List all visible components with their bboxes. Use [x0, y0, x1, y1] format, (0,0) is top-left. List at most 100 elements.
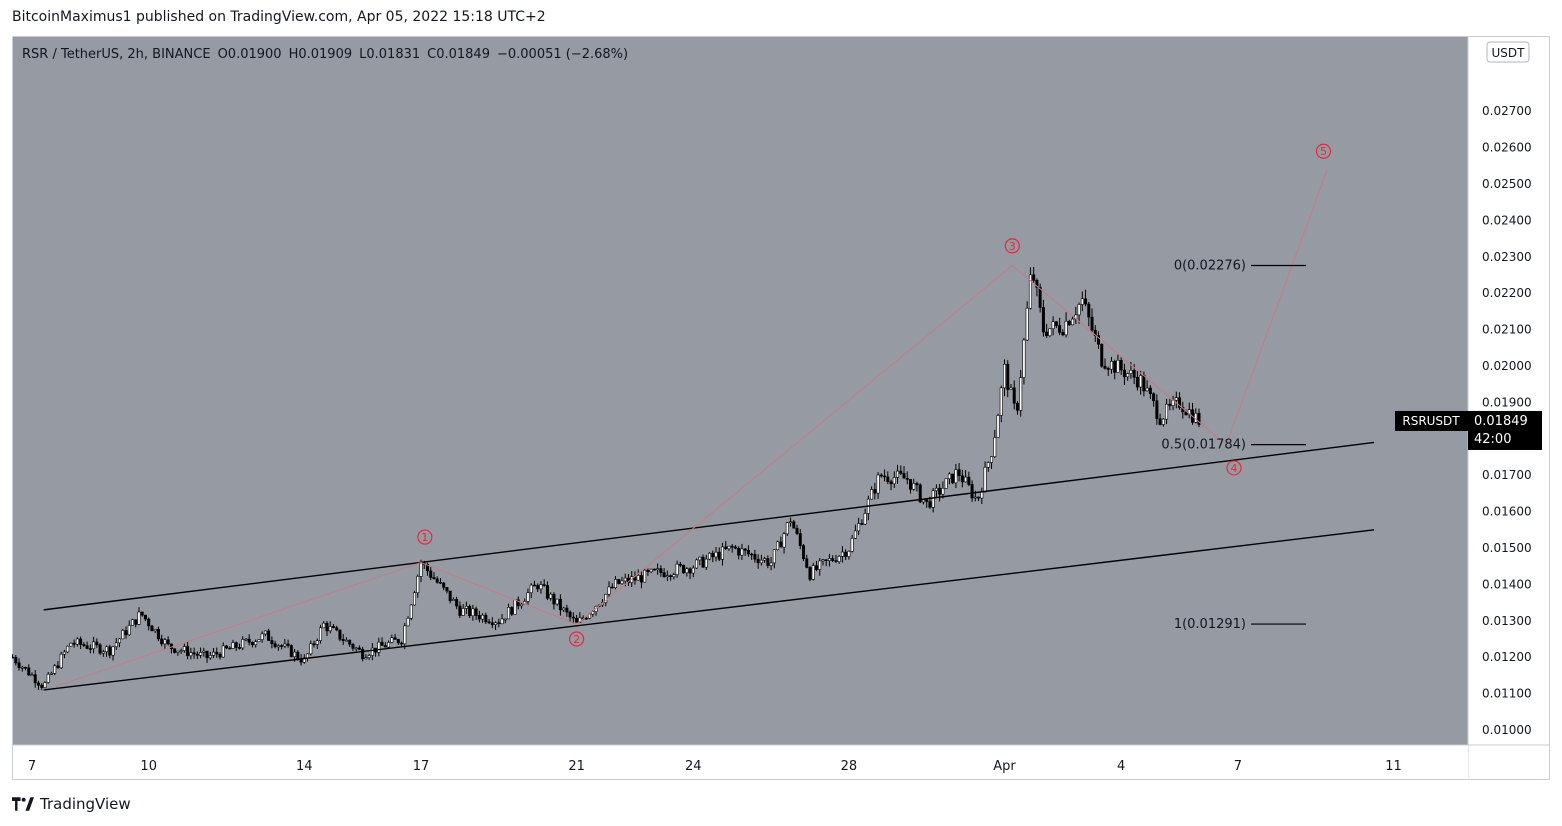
- candle-body-168: [555, 598, 559, 605]
- candle-body-329: [1077, 304, 1081, 316]
- candle-body-189: [623, 577, 627, 582]
- candle-body-120: [400, 642, 404, 645]
- candle-body-196: [646, 569, 650, 573]
- candle-body-103: [344, 639, 348, 642]
- candle-body-355: [1161, 418, 1165, 425]
- candle-body-291: [954, 469, 958, 484]
- candle-body-157: [519, 603, 523, 607]
- candle-body-259: [850, 538, 854, 552]
- candle-body-325: [1064, 320, 1068, 336]
- candle-body-81: [273, 643, 277, 648]
- legend-close: C0.01849: [427, 47, 490, 62]
- candle-body-321: [1051, 321, 1055, 330]
- candle-body-320: [1048, 328, 1052, 337]
- candle-body-45: [156, 629, 160, 640]
- candle-body-26: [95, 641, 99, 646]
- candle-body-109: [364, 657, 368, 660]
- candle-body-290: [951, 473, 955, 484]
- candle-body-56: [192, 652, 196, 655]
- candle-body-46: [160, 638, 164, 645]
- candle-body-144: [477, 615, 481, 620]
- candle-body-202: [665, 575, 669, 578]
- candle-body-316: [1035, 280, 1039, 288]
- candle-body-262: [860, 523, 864, 525]
- price-tick-3: 0.02400: [1482, 213, 1532, 227]
- currency-badge[interactable]: USDT: [1486, 41, 1530, 63]
- footer: TradingView: [12, 795, 131, 813]
- candle-body-229: [753, 554, 757, 560]
- candle-body-101: [338, 629, 342, 640]
- candle-body-52: [179, 650, 183, 652]
- fib-retracement: 0(0.02276) 0.5(0.01784) 1(0.01291): [1161, 259, 1306, 632]
- candle-body-334: [1093, 329, 1097, 336]
- time-axis[interactable]: [13, 745, 1468, 779]
- candle-body-123: [409, 604, 413, 619]
- candle-body-148: [490, 622, 494, 625]
- candle-body-42: [147, 618, 151, 627]
- candle-body-147: [487, 621, 491, 624]
- candle-body-90: [302, 657, 306, 663]
- candle-body-66: [225, 645, 229, 649]
- candle-body-333: [1090, 316, 1094, 331]
- candle-body-60: [205, 650, 209, 659]
- candle-body-169: [558, 598, 562, 611]
- candle-body-209: [688, 568, 692, 574]
- candle-body-121: [403, 625, 407, 645]
- wave-label-circle-2: [568, 631, 585, 647]
- candle-body-40: [140, 611, 144, 616]
- candle-body-353: [1155, 400, 1159, 420]
- candle-body-95: [319, 627, 323, 642]
- candle-body-223: [733, 546, 737, 549]
- candle-body-199: [656, 568, 660, 571]
- candle-body-79: [267, 630, 271, 641]
- candle-body-301: [986, 462, 990, 468]
- candle-body-296: [970, 484, 974, 499]
- candle-body-201: [662, 572, 666, 578]
- candle-body-211: [695, 559, 699, 569]
- candle-body-39: [137, 611, 141, 625]
- price-axis[interactable]: [1468, 37, 1549, 745]
- candle-body-1: [14, 657, 18, 664]
- candle-body-248: [814, 565, 818, 570]
- candle-body-88: [296, 651, 300, 660]
- candle-body-222: [730, 545, 734, 548]
- candle-body-35: [124, 630, 128, 636]
- publisher-caption: BitcoinMaximus1 published on TradingView…: [12, 9, 546, 25]
- candle-body-150: [497, 622, 501, 625]
- candle-body-208: [685, 568, 689, 574]
- candle-body-173: [571, 616, 575, 619]
- plot-area[interactable]: [13, 37, 1468, 745]
- candle-body-298: [977, 496, 981, 499]
- wave-label-4: 4: [1231, 462, 1238, 475]
- candle-body-344: [1126, 373, 1130, 378]
- candle-body-194: [639, 575, 643, 583]
- candle-body-77: [260, 633, 264, 640]
- time-tick-0: 7: [28, 759, 36, 774]
- candle-body-84: [283, 643, 287, 647]
- candle-body-73: [247, 638, 251, 643]
- candle-body-108: [361, 649, 365, 660]
- candle-body-63: [215, 651, 219, 655]
- candle-body-266: [873, 489, 877, 494]
- candle-body-92: [309, 643, 313, 655]
- candle-body-193: [636, 575, 640, 581]
- candle-body-134: [445, 587, 449, 592]
- candle-body-282: [925, 499, 929, 502]
- candle-body-197: [649, 568, 653, 573]
- legend-high: H0.01909: [289, 47, 353, 62]
- candle-body-22: [82, 644, 86, 646]
- candle-body-283: [928, 501, 932, 508]
- legend-change: −0.00051 (−2.68%): [497, 47, 628, 62]
- candle-body-337: [1103, 365, 1107, 369]
- candle-body-287: [941, 488, 945, 495]
- last-price-tag: RSRUSDT 0.01849 42:00: [1395, 410, 1542, 450]
- candle-body-86: [289, 645, 293, 658]
- candle-body-252: [827, 558, 831, 561]
- candle-body-362: [1184, 411, 1188, 416]
- time-tick-4: 21: [568, 759, 585, 774]
- candle-body-172: [568, 611, 572, 618]
- candle-body-300: [983, 467, 987, 493]
- candle-body-311: [1019, 377, 1023, 411]
- candle-body-94: [315, 640, 319, 645]
- price-chart[interactable]: 1 2 3 4 5 0(0.02276) 0.5(0.01784) 1(0.01291) 0…: [12, 36, 1550, 780]
